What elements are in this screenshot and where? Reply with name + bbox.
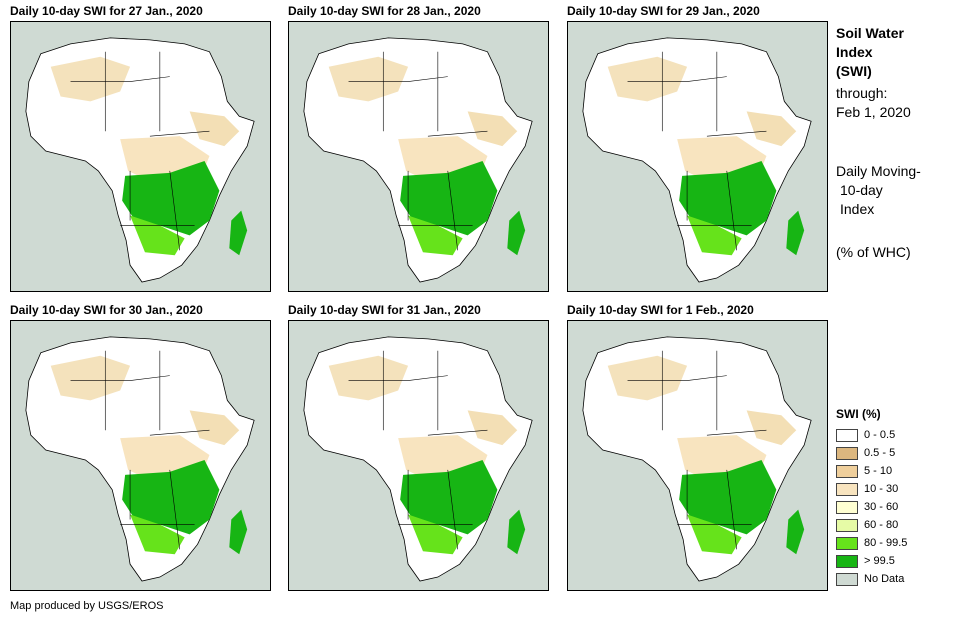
legend-item: 30 - 60 <box>836 498 956 516</box>
africa-swi-map <box>25 336 255 582</box>
africa-map <box>288 320 549 591</box>
legend-swatch <box>836 428 858 442</box>
legend-swatch <box>836 536 858 550</box>
legend-label: 60 - 80 <box>864 519 899 531</box>
desc-line1: Daily Moving- <box>836 163 921 179</box>
credit-text: Map produced by USGS/EROS <box>10 600 164 612</box>
legend-swatch <box>836 446 858 460</box>
legend-item: > 99.5 <box>836 552 956 570</box>
africa-map <box>567 21 828 292</box>
legend-label: > 99.5 <box>864 555 895 567</box>
through-date: Feb 1, 2020 <box>836 104 911 120</box>
side-title-line3: (SWI) <box>836 63 872 79</box>
legend-swatch <box>836 482 858 496</box>
through-block: through: Feb 1, 2020 <box>836 84 911 122</box>
legend-title: SWI (%) <box>836 407 881 421</box>
legend: SWI (%) 0 - 0.5 0.5 - 5 5 - 10 10 - 30 3… <box>836 407 956 588</box>
africa-map <box>10 320 271 591</box>
legend-label: 30 - 60 <box>864 501 899 513</box>
africa-swi-map <box>303 336 533 582</box>
africa-map <box>10 21 271 292</box>
legend-label: 10 - 30 <box>864 483 899 495</box>
legend-swatch <box>836 572 858 586</box>
panel-title: Daily 10-day SWI for 28 Jan., 2020 <box>288 4 481 18</box>
africa-map <box>288 21 549 292</box>
desc-line3: Index <box>840 201 875 217</box>
desc-line2: 10-day <box>840 182 883 198</box>
africa-swi-map <box>303 37 533 283</box>
africa-map <box>567 320 828 591</box>
legend-item: 60 - 80 <box>836 516 956 534</box>
panel-title: Daily 10-day SWI for 31 Jan., 2020 <box>288 303 481 317</box>
side-title: Soil Water Index (SWI) <box>836 24 904 81</box>
legend-item: 5 - 10 <box>836 462 956 480</box>
through-label: through: <box>836 85 888 101</box>
legend-item: 0.5 - 5 <box>836 444 956 462</box>
legend-label: 5 - 10 <box>864 465 893 477</box>
description-block: Daily Moving- 10-day Index <box>836 162 921 219</box>
legend-item: 10 - 30 <box>836 480 956 498</box>
legend-swatch <box>836 464 858 478</box>
legend-item: 0 - 0.5 <box>836 426 956 444</box>
legend-label: 80 - 99.5 <box>864 537 908 549</box>
units-label: (% of WHC) <box>836 244 911 260</box>
panel-title: Daily 10-day SWI for 29 Jan., 2020 <box>567 4 760 18</box>
side-title-line2: Index <box>836 44 873 60</box>
panel-title: Daily 10-day SWI for 27 Jan., 2020 <box>10 4 203 18</box>
legend-item: No Data <box>836 570 956 588</box>
africa-swi-map <box>25 37 255 283</box>
africa-swi-map <box>582 37 812 283</box>
legend-swatch <box>836 500 858 514</box>
legend-swatch <box>836 554 858 568</box>
legend-label: 0 - 0.5 <box>864 429 896 441</box>
africa-swi-map <box>582 336 812 582</box>
side-title-line1: Soil Water <box>836 25 904 41</box>
legend-item: 80 - 99.5 <box>836 534 956 552</box>
panel-title: Daily 10-day SWI for 1 Feb., 2020 <box>567 303 754 317</box>
legend-label: 0.5 - 5 <box>864 447 896 459</box>
panel-title: Daily 10-day SWI for 30 Jan., 2020 <box>10 303 203 317</box>
legend-label: No Data <box>864 573 905 585</box>
legend-swatch <box>836 518 858 532</box>
